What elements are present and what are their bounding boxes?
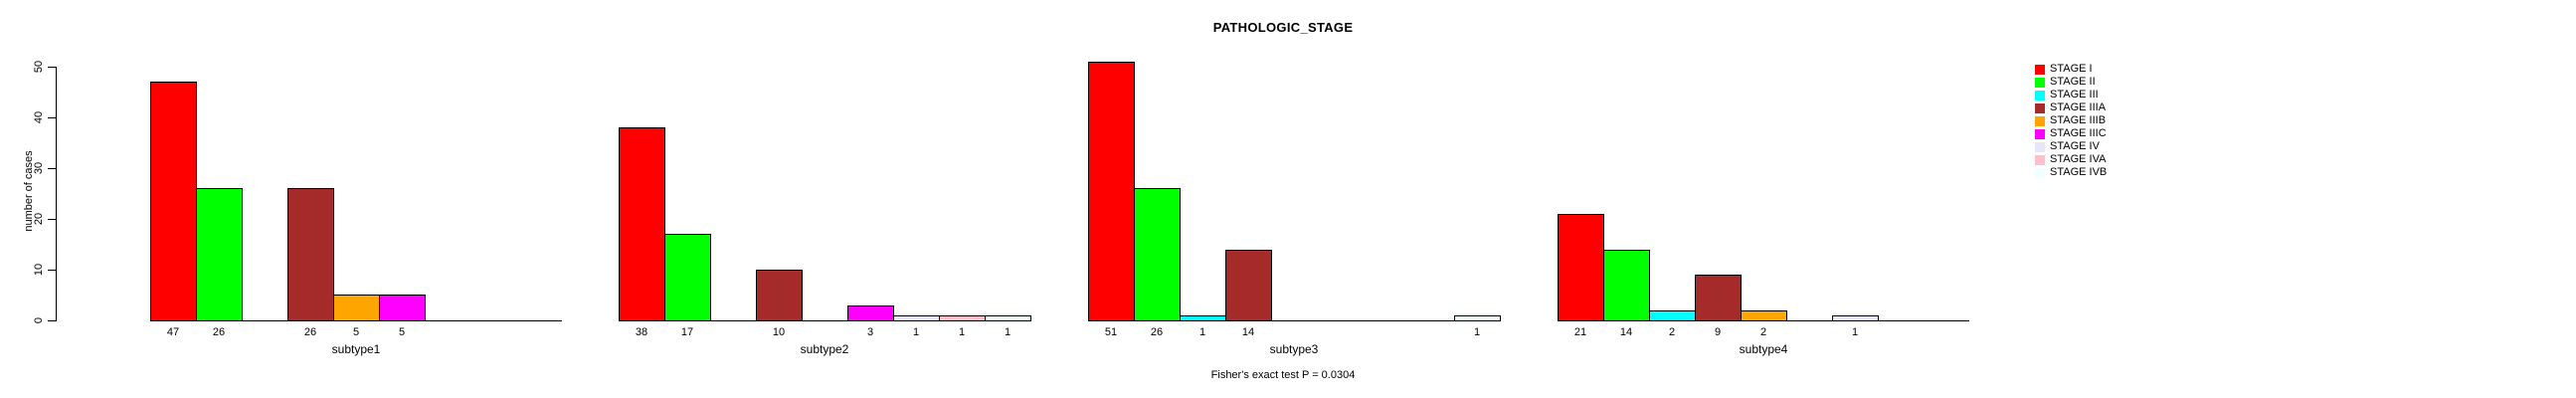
bar-value-subtype2-stage-iva: 1 xyxy=(958,326,966,338)
legend-item-stage-iiic: STAGE IIIC xyxy=(2035,127,2107,140)
bar-value-subtype2-stage-iiia: 10 xyxy=(772,326,786,338)
bar-value-subtype2-stage-ivb: 1 xyxy=(1004,326,1012,338)
legend-swatch-stage-iv-icon xyxy=(2035,141,2045,152)
bar-value-subtype2-stage-iiic: 3 xyxy=(866,326,874,338)
legend-swatch-stage-iiic-icon xyxy=(2035,128,2045,139)
legend-swatch-stage-ivb-icon xyxy=(2035,167,2045,178)
bar-subtype2-stage-iiia xyxy=(756,270,803,321)
bar-subtype3-stage-iiia xyxy=(1225,250,1272,321)
legend-swatch-stage-iva-icon xyxy=(2035,154,2045,165)
legend-item-stage-iiib: STAGE IIIB xyxy=(2035,114,2107,127)
chart-title: PATHOLOGIC_STAGE xyxy=(1212,20,1354,35)
legend-label-stage-iiib: STAGE IIIB xyxy=(2050,114,2107,126)
legend-item-stage-ii: STAGE II xyxy=(2035,76,2107,89)
bar-subtype1-stage-iiic xyxy=(379,295,426,321)
bar-value-subtype4-stage-iv: 1 xyxy=(1851,326,1859,338)
bar-subtype4-stage-i xyxy=(1558,214,1604,321)
bar-subtype4-stage-iv xyxy=(1832,315,1879,321)
bar-subtype3-stage-ii xyxy=(1134,188,1181,321)
legend: STAGE I STAGE II STAGE III STAGE IIIA STAGE … xyxy=(2035,63,2107,179)
legend-label-stage-ii: STAGE II xyxy=(2050,76,2096,88)
legend-item-stage-iva: STAGE IVA xyxy=(2035,153,2107,166)
x-axis-baseline-subtype2 xyxy=(619,320,1030,321)
bar-subtype2-stage-ivb xyxy=(985,315,1031,321)
legend-item-stage-i: STAGE I xyxy=(2035,63,2107,76)
legend-label-stage-iva: STAGE IVA xyxy=(2050,153,2107,165)
bar-value-subtype1-stage-iiic: 5 xyxy=(398,326,406,338)
category-label-subtype4: subtype4 xyxy=(1739,342,1788,356)
y-tick-label: 50 xyxy=(33,60,45,74)
bar-value-subtype1-stage-i: 47 xyxy=(166,326,180,338)
y-axis-line xyxy=(56,67,57,321)
y-tick xyxy=(48,67,56,68)
y-tick xyxy=(48,320,56,321)
bar-value-subtype2-stage-ii: 17 xyxy=(680,326,694,338)
y-tick-label: 20 xyxy=(33,212,45,226)
legend-swatch-stage-iiia-icon xyxy=(2035,102,2045,113)
bar-subtype3-stage-i xyxy=(1088,62,1135,321)
bar-value-subtype4-stage-iiib: 2 xyxy=(1759,326,1767,338)
x-axis-baseline-subtype3 xyxy=(1088,320,1500,321)
y-tick xyxy=(48,168,56,169)
bar-value-subtype1-stage-iiib: 5 xyxy=(352,326,360,338)
bar-value-subtype3-stage-ii: 26 xyxy=(1150,326,1164,338)
category-label-subtype1: subtype1 xyxy=(331,342,381,356)
legend-label-stage-iiia: STAGE IIIA xyxy=(2050,101,2107,113)
bar-subtype1-stage-ii xyxy=(196,188,243,321)
legend-item-stage-iiia: STAGE IIIA xyxy=(2035,101,2107,114)
legend-label-stage-iii: STAGE III xyxy=(2050,89,2099,100)
legend-label-stage-iv: STAGE IV xyxy=(2050,140,2100,152)
y-tick xyxy=(48,270,56,271)
bar-value-subtype1-stage-ii: 26 xyxy=(212,326,226,338)
bar-subtype4-stage-iiib xyxy=(1741,310,1787,321)
legend-item-stage-ivb: STAGE IVB xyxy=(2035,166,2107,179)
bar-value-subtype4-stage-iii: 2 xyxy=(1668,326,1676,338)
bar-value-subtype3-stage-ivb: 1 xyxy=(1473,326,1481,338)
bar-subtype3-stage-iii xyxy=(1180,315,1226,321)
legend-item-stage-iv: STAGE IV xyxy=(2035,140,2107,153)
legend-item-stage-iii: STAGE III xyxy=(2035,89,2107,101)
legend-swatch-stage-iii-icon xyxy=(2035,90,2045,100)
bar-subtype2-stage-iva xyxy=(939,315,986,321)
bar-subtype3-stage-ivb xyxy=(1454,315,1501,321)
legend-label-stage-i: STAGE I xyxy=(2050,63,2093,75)
bar-value-subtype3-stage-i: 51 xyxy=(1104,326,1118,338)
annotation-fisher-test: Fisher's exact test P = 0.0304 xyxy=(1210,369,1356,381)
category-label-subtype2: subtype2 xyxy=(800,342,849,356)
bar-value-subtype3-stage-iiia: 14 xyxy=(1241,326,1255,338)
y-tick xyxy=(48,219,56,220)
category-label-subtype3: subtype3 xyxy=(1269,342,1319,356)
legend-swatch-stage-ii-icon xyxy=(2035,77,2045,88)
bar-subtype4-stage-iiia xyxy=(1695,275,1742,321)
y-tick xyxy=(48,117,56,118)
y-tick-label: 0 xyxy=(33,316,45,324)
y-tick-label: 10 xyxy=(33,263,45,277)
bar-subtype2-stage-ii xyxy=(664,234,711,321)
bar-value-subtype4-stage-i: 21 xyxy=(1573,326,1587,338)
bar-value-subtype2-stage-iv: 1 xyxy=(912,326,920,338)
bar-subtype4-stage-ii xyxy=(1603,250,1650,321)
y-tick-label: 30 xyxy=(33,161,45,175)
bar-subtype2-stage-iv xyxy=(893,315,940,321)
bar-subtype1-stage-iiib xyxy=(333,295,380,321)
legend-label-stage-iiic: STAGE IIIC xyxy=(2050,127,2107,139)
y-tick-label: 40 xyxy=(33,110,45,124)
bar-value-subtype4-stage-ii: 14 xyxy=(1619,326,1633,338)
legend-label-stage-ivb: STAGE IVB xyxy=(2050,166,2108,178)
bar-subtype1-stage-i xyxy=(150,82,197,321)
legend-swatch-stage-i-icon xyxy=(2035,64,2045,75)
bar-subtype1-stage-iiia xyxy=(287,188,334,321)
bar-value-subtype1-stage-iiia: 26 xyxy=(303,326,317,338)
bar-subtype2-stage-i xyxy=(619,127,665,321)
bar-subtype2-stage-iiic xyxy=(847,305,894,321)
bar-value-subtype4-stage-iiia: 9 xyxy=(1714,326,1722,338)
legend-swatch-stage-iiib-icon xyxy=(2035,115,2045,126)
bar-subtype4-stage-iii xyxy=(1649,310,1696,321)
bar-value-subtype3-stage-iii: 1 xyxy=(1198,326,1206,338)
bar-value-subtype2-stage-i: 38 xyxy=(635,326,648,338)
